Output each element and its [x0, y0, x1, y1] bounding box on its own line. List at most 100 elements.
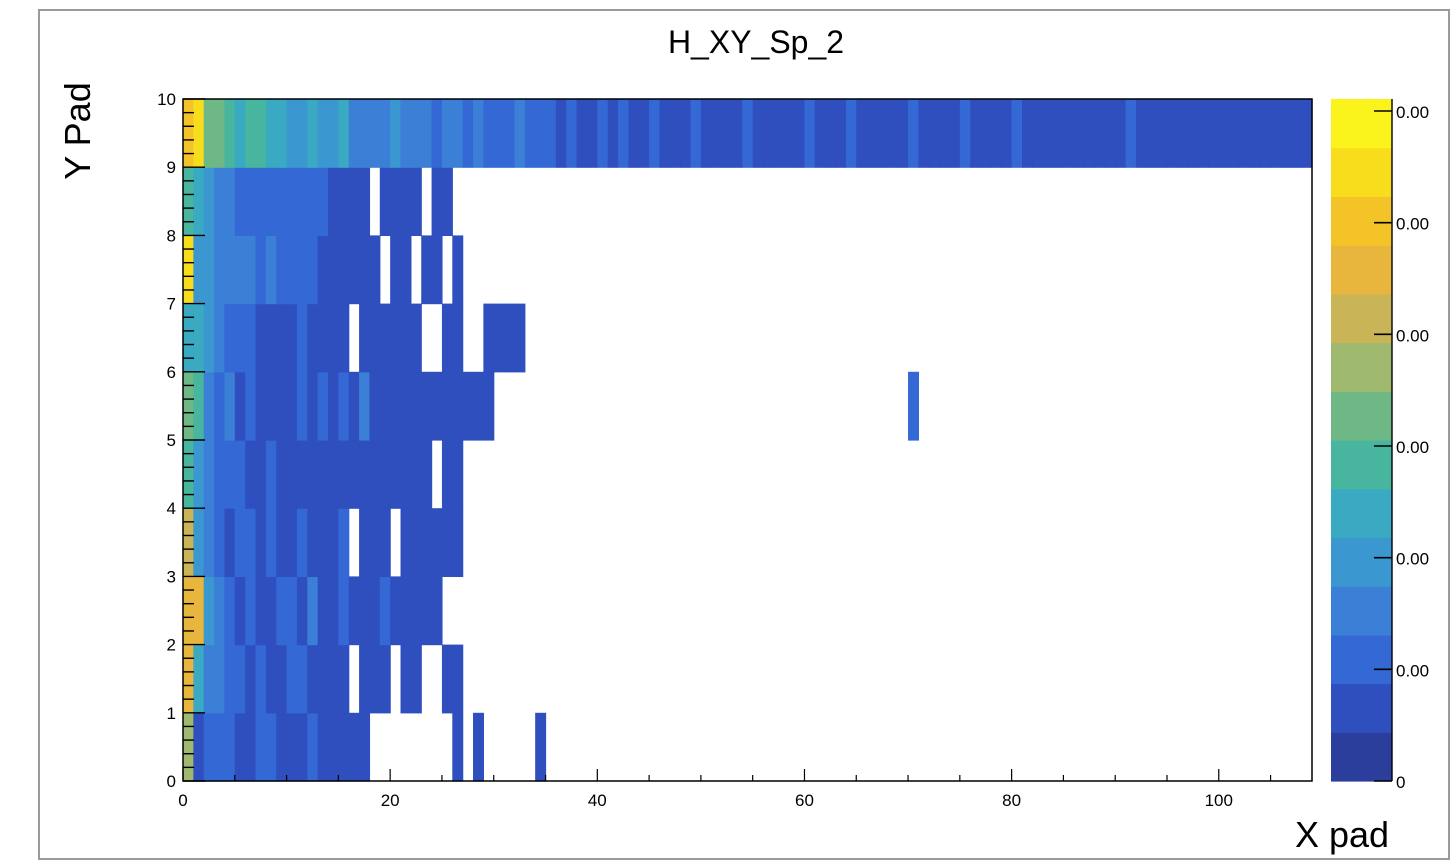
heatmap-cell	[379, 576, 391, 646]
heatmap-cell	[214, 303, 226, 373]
heatmap-cell	[970, 99, 982, 168]
heatmap-cell	[1239, 99, 1251, 168]
heatmap-cell	[183, 371, 194, 441]
y-tick-label: 0	[167, 772, 176, 791]
heatmap-cell	[214, 712, 226, 782]
heatmap-cell	[410, 167, 422, 236]
heatmap-cell	[1260, 99, 1272, 168]
heatmap-cell	[390, 303, 402, 373]
heatmap-cell	[307, 576, 319, 646]
heatmap-cell	[203, 712, 215, 782]
heatmap-cell	[421, 576, 433, 646]
heatmap-cell	[255, 508, 267, 577]
heatmap-cell	[317, 303, 329, 373]
heatmap-cell	[421, 235, 433, 305]
heatmap-cell	[255, 371, 267, 441]
x-tick-label: 40	[588, 791, 607, 810]
heatmap-cell	[203, 303, 215, 373]
heatmap-cell	[307, 99, 319, 168]
heatmap-cell	[265, 712, 277, 782]
heatmap-cell	[410, 371, 422, 441]
z-tick-label: 0.00	[1396, 215, 1429, 234]
heatmap-cell	[234, 440, 246, 509]
heatmap-cell	[307, 371, 319, 441]
heatmap-cell	[307, 508, 319, 577]
heatmap-cell	[203, 508, 215, 577]
heatmap-cell	[348, 712, 360, 782]
color-swatch	[1331, 634, 1392, 685]
heatmap-cell	[296, 440, 308, 509]
heatmap-cell	[296, 235, 308, 305]
heatmap-cell	[555, 99, 567, 168]
heatmap-cell	[659, 99, 671, 168]
heatmap-cell	[421, 508, 433, 577]
heatmap-cell	[328, 371, 339, 441]
color-swatch	[1331, 293, 1392, 344]
heatmap-cell	[452, 235, 464, 305]
heatmap-cell	[255, 303, 267, 373]
heatmap-cell	[245, 371, 257, 441]
heatmap-cell	[390, 440, 402, 509]
heatmap-cell	[711, 99, 723, 168]
heatmap-cell	[265, 303, 277, 373]
heatmap-cell	[452, 440, 464, 509]
heatmap-cell	[214, 576, 226, 646]
heatmap-cell	[224, 440, 236, 509]
heatmap-cell	[276, 167, 288, 236]
heatmap-cell	[203, 167, 215, 236]
heatmap-cell	[524, 99, 536, 168]
heatmap-cell	[338, 303, 350, 373]
heatmap-cell	[224, 644, 236, 714]
heatmap-cell	[265, 371, 277, 441]
x-tick-label: 80	[1002, 791, 1021, 810]
heatmap-cell	[431, 167, 443, 236]
heatmap-cell	[359, 644, 371, 714]
heatmap-cell	[255, 99, 267, 168]
heatmap-cell	[224, 235, 236, 305]
heatmap-cell	[990, 99, 1002, 168]
heatmap-cell	[576, 99, 588, 168]
heatmap-cell	[390, 576, 402, 646]
heatmap-cell	[431, 576, 443, 646]
heatmap-cell	[328, 644, 339, 714]
heatmap-cell	[224, 167, 236, 236]
heatmap-cell	[379, 644, 391, 714]
heatmap-cell	[193, 712, 205, 782]
heatmap-cell	[1094, 99, 1106, 168]
heatmap-cell	[234, 576, 246, 646]
heatmap-cell	[286, 644, 298, 714]
heatmap-cell	[224, 508, 236, 577]
heatmap-cell	[183, 167, 194, 236]
heatmap-cell	[286, 371, 298, 441]
heatmap-cell	[379, 167, 391, 236]
heatmap-cell	[234, 235, 246, 305]
heatmap-cell	[742, 99, 754, 168]
heatmap-cell	[203, 235, 215, 305]
chart-title: H_XY_Sp_2	[668, 24, 844, 60]
heatmap-cell	[255, 644, 267, 714]
heatmap-cell	[431, 371, 443, 441]
heatmap-cell	[193, 576, 205, 646]
heatmap-cell	[286, 99, 298, 168]
heatmap-cell	[369, 235, 381, 305]
heatmap-cell	[338, 712, 350, 782]
heatmap-cell	[359, 576, 371, 646]
heatmap-cell	[214, 235, 226, 305]
heatmap-cell	[338, 99, 350, 168]
x-tick-label: 60	[795, 791, 814, 810]
color-swatch	[1331, 586, 1392, 636]
heatmap-cell	[483, 99, 495, 168]
heatmap-cell	[193, 167, 205, 236]
heatmap-cell	[183, 303, 194, 373]
heatmap-cell	[452, 644, 464, 714]
heatmap-cell	[224, 371, 236, 441]
heatmap-cell	[234, 508, 246, 577]
heatmap-cell	[473, 99, 484, 168]
heatmap-cell	[328, 167, 339, 236]
heatmap-cell	[214, 508, 226, 577]
heatmap-cell	[400, 576, 412, 646]
heatmap-cell	[296, 371, 308, 441]
heatmap-cell	[255, 576, 267, 646]
heatmap-cell	[618, 99, 629, 168]
heatmap-cell	[1001, 99, 1013, 168]
